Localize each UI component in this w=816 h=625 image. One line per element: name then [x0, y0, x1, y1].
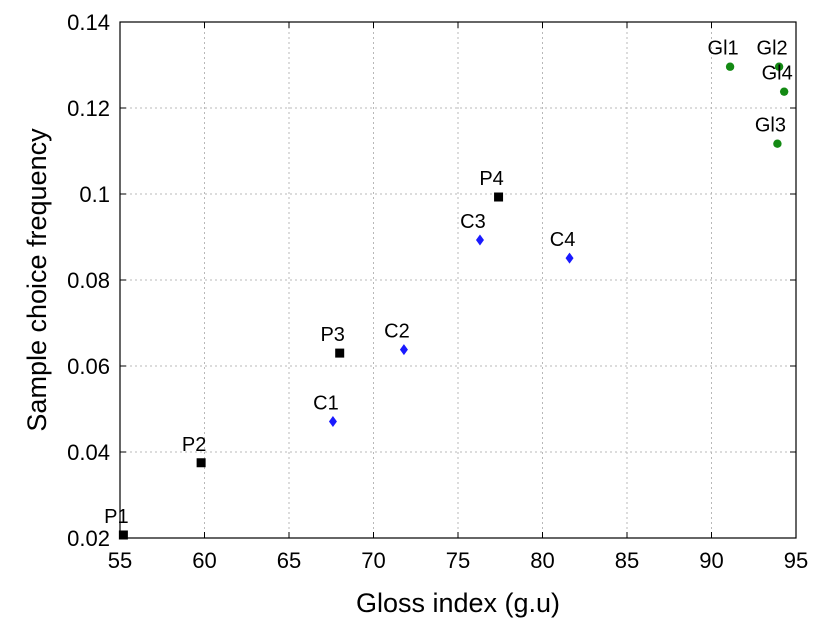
grid-lines — [120, 22, 796, 538]
point-c2-label: C2 — [384, 321, 410, 343]
y-axis-title: Sample choice frequency — [22, 128, 52, 432]
point-gl4-marker — [779, 87, 789, 96]
y-tick-label: 0.12 — [67, 96, 110, 121]
point-c2-marker — [399, 344, 408, 356]
point-p3-label: P3 — [320, 324, 344, 346]
point-gl3-label: Gl3 — [755, 115, 786, 137]
point-p3-marker — [335, 348, 345, 358]
point-gl2-marker — [774, 62, 784, 71]
point-p1-label: P1 — [104, 506, 128, 528]
x-tick-labels: 55 60 65 70 75 80 85 90 95 — [108, 548, 808, 573]
y-tick-label: 0.08 — [67, 268, 110, 293]
point-c1-marker — [328, 415, 337, 427]
point-gl1-marker — [725, 62, 735, 71]
point-c4-marker — [565, 252, 574, 264]
y-tick-labels: 0.02 0.04 0.06 0.08 0.1 0.12 0.14 — [67, 10, 110, 551]
x-tick-label: 85 — [615, 548, 639, 573]
point-gl1-label: Gl1 — [708, 38, 739, 60]
y-tick-label: 0.1 — [79, 182, 110, 207]
point-labels: P1 P2 P3 P4 C1 C2 C3 C4 Gl1 Gl2 Gl4 Gl3 — [104, 38, 793, 528]
point-gl3-marker — [773, 139, 782, 148]
point-c3-marker — [475, 234, 484, 246]
y-tick-label: 0.14 — [67, 10, 110, 35]
y-tick-label: 0.06 — [67, 354, 110, 379]
point-gl4-label: Gl4 — [762, 63, 793, 85]
point-p4-marker — [494, 192, 504, 202]
x-tick-label: 65 — [277, 548, 301, 573]
y-tick-label: 0.02 — [67, 526, 110, 551]
y-tick-label: 0.04 — [67, 440, 110, 465]
x-tick-label: 70 — [361, 548, 385, 573]
point-p4-label: P4 — [479, 168, 503, 190]
point-p2-label: P2 — [182, 434, 206, 456]
x-tick-label: 75 — [446, 548, 470, 573]
x-tick-label: 55 — [108, 548, 132, 573]
x-tick-label: 95 — [784, 548, 808, 573]
point-p2-marker — [196, 458, 206, 468]
x-axis-title: Gloss index (g.u) — [356, 588, 560, 618]
x-tick-label: 80 — [530, 548, 554, 573]
x-tick-label: 60 — [192, 548, 216, 573]
point-c4-label: C4 — [550, 229, 576, 251]
point-gl2-label: Gl2 — [757, 38, 788, 60]
x-tick-label: 90 — [699, 548, 723, 573]
point-p1-marker — [118, 530, 128, 540]
point-c1-label: C1 — [313, 392, 339, 414]
data-points — [118, 62, 789, 540]
point-c3-label: C3 — [460, 211, 486, 233]
